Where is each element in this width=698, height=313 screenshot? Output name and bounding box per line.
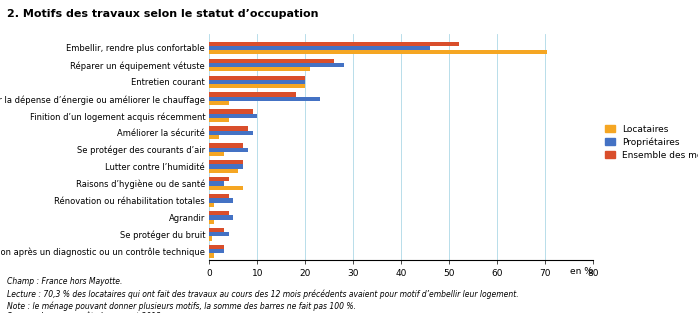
- Text: Lecture : 70,3 % des locataires qui ont fait des travaux au cours des 12 mois pr: Lecture : 70,3 % des locataires qui ont …: [7, 290, 519, 299]
- Bar: [209, 186, 243, 190]
- Text: en %: en %: [570, 267, 593, 275]
- Bar: [209, 203, 214, 207]
- Bar: [209, 42, 459, 46]
- Bar: [209, 232, 229, 237]
- Bar: [209, 143, 243, 147]
- Bar: [209, 118, 229, 122]
- Bar: [209, 75, 306, 80]
- Bar: [209, 182, 224, 186]
- Bar: [209, 211, 229, 215]
- Legend: Locataires, Propriétaires, Ensemble des ménages: Locataires, Propriétaires, Ensemble des …: [605, 125, 698, 160]
- Bar: [209, 110, 253, 114]
- Bar: [209, 194, 229, 198]
- Text: Source : Insee, enquête Logement 2013.: Source : Insee, enquête Logement 2013.: [7, 311, 163, 313]
- Text: 2. Motifs des travaux selon le statut d’occupation: 2. Motifs des travaux selon le statut d’…: [7, 9, 318, 19]
- Bar: [209, 177, 229, 182]
- Bar: [209, 254, 214, 258]
- Bar: [209, 126, 248, 131]
- Bar: [209, 152, 224, 156]
- Bar: [209, 135, 219, 139]
- Bar: [209, 169, 238, 173]
- Bar: [209, 80, 306, 84]
- Bar: [209, 92, 296, 97]
- Bar: [209, 59, 334, 63]
- Bar: [209, 131, 253, 135]
- Bar: [209, 237, 211, 241]
- Bar: [209, 84, 306, 88]
- Bar: [209, 114, 258, 118]
- Bar: [209, 101, 229, 105]
- Bar: [209, 160, 243, 164]
- Bar: [209, 63, 344, 67]
- Bar: [209, 249, 224, 254]
- Bar: [209, 164, 243, 169]
- Bar: [209, 147, 248, 152]
- Bar: [209, 67, 310, 71]
- Text: Champ : France hors Mayotte.: Champ : France hors Mayotte.: [7, 277, 122, 286]
- Bar: [209, 46, 430, 50]
- Bar: [209, 228, 224, 232]
- Bar: [209, 97, 320, 101]
- Bar: [209, 219, 214, 224]
- Bar: [209, 198, 233, 203]
- Text: Note : le ménage pouvant donner plusieurs motifs, la somme des barres ne fait pa: Note : le ménage pouvant donner plusieur…: [7, 301, 356, 310]
- Bar: [209, 50, 547, 54]
- Bar: [209, 215, 233, 219]
- Bar: [209, 245, 224, 249]
